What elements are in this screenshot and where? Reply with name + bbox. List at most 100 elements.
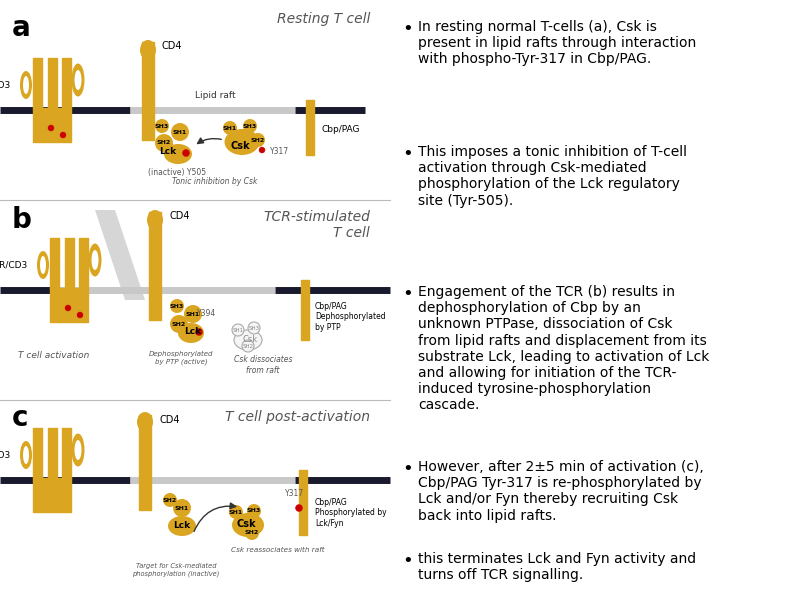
Text: However, after 2±5 min of activation (c),
Cbp/PAG Tyr-317 is re-phosphorylated b: However, after 2±5 min of activation (c)… <box>418 460 704 523</box>
Ellipse shape <box>71 64 85 97</box>
Ellipse shape <box>168 516 196 536</box>
Circle shape <box>242 340 254 352</box>
Ellipse shape <box>71 433 85 467</box>
Ellipse shape <box>164 144 192 164</box>
Circle shape <box>259 147 265 153</box>
Text: T cell post-activation: T cell post-activation <box>225 410 370 424</box>
Text: TCR/CD3: TCR/CD3 <box>0 260 27 269</box>
Circle shape <box>184 305 202 323</box>
Text: SH1: SH1 <box>186 311 200 317</box>
Circle shape <box>65 305 71 311</box>
Text: SH2: SH2 <box>157 140 171 145</box>
Ellipse shape <box>234 330 262 350</box>
Circle shape <box>223 121 237 135</box>
Text: TCR/CD3: TCR/CD3 <box>0 80 10 89</box>
Text: Lck: Lck <box>174 521 190 530</box>
Circle shape <box>163 493 177 507</box>
Text: SH3: SH3 <box>249 325 259 331</box>
Circle shape <box>60 132 66 138</box>
Text: Engagement of the TCR (b) results in
dephosphorylation of Cbp by an
unknown PTPa: Engagement of the TCR (b) results in dep… <box>418 285 710 412</box>
Text: c: c <box>12 404 29 432</box>
Text: SH3: SH3 <box>170 304 184 308</box>
Circle shape <box>48 125 54 131</box>
Ellipse shape <box>23 76 29 94</box>
Text: Cbp/PAG: Cbp/PAG <box>322 125 361 134</box>
Text: Lipid raft: Lipid raft <box>194 91 235 100</box>
Text: T cell activation: T cell activation <box>18 350 90 359</box>
Text: Lck: Lck <box>185 328 202 337</box>
Ellipse shape <box>91 250 98 270</box>
Ellipse shape <box>137 412 153 432</box>
Text: SH3: SH3 <box>155 124 169 128</box>
Ellipse shape <box>23 446 29 464</box>
Circle shape <box>245 526 259 540</box>
Text: Resting T cell: Resting T cell <box>277 12 370 26</box>
Ellipse shape <box>74 70 82 90</box>
Circle shape <box>173 499 191 517</box>
Text: •: • <box>402 285 413 303</box>
Text: Y394: Y394 <box>197 310 216 319</box>
Ellipse shape <box>178 323 204 343</box>
Text: Cbp/PAG
Dephosphorylated
by PTP: Cbp/PAG Dephosphorylated by PTP <box>315 302 386 332</box>
Text: (inactive) Y505: (inactive) Y505 <box>148 167 206 176</box>
Circle shape <box>182 149 190 157</box>
Text: CD4: CD4 <box>162 41 182 51</box>
Text: Lck: Lck <box>159 148 177 157</box>
Polygon shape <box>95 210 145 300</box>
Circle shape <box>251 133 265 147</box>
Text: SH3: SH3 <box>243 124 257 128</box>
Text: TCR/CD3: TCR/CD3 <box>0 451 10 460</box>
Ellipse shape <box>20 71 32 99</box>
Ellipse shape <box>40 256 46 274</box>
Text: •: • <box>402 460 413 478</box>
Text: b: b <box>12 206 32 234</box>
Text: Tonic inhibition by Csk: Tonic inhibition by Csk <box>172 178 258 187</box>
Text: •: • <box>402 20 413 38</box>
Text: SH3: SH3 <box>247 509 261 514</box>
Ellipse shape <box>232 513 264 537</box>
Ellipse shape <box>225 129 259 155</box>
Circle shape <box>170 299 184 313</box>
Text: Csk reassociates with raft: Csk reassociates with raft <box>231 547 325 553</box>
Text: Y317: Y317 <box>270 148 289 157</box>
Ellipse shape <box>147 210 163 230</box>
Text: In resting normal T-cells (a), Csk is
present in lipid rafts through interaction: In resting normal T-cells (a), Csk is pr… <box>418 20 696 67</box>
Circle shape <box>171 123 189 141</box>
Circle shape <box>77 312 83 318</box>
Circle shape <box>155 134 173 152</box>
Circle shape <box>247 504 261 518</box>
Text: Csk: Csk <box>236 519 256 529</box>
Text: SH2: SH2 <box>163 497 177 503</box>
Text: Csk: Csk <box>242 335 258 344</box>
Text: •: • <box>402 145 413 163</box>
Text: SH2: SH2 <box>242 343 254 349</box>
Circle shape <box>229 505 243 519</box>
Text: Dephosphorylated
by PTP (active): Dephosphorylated by PTP (active) <box>149 351 214 365</box>
Text: SH2: SH2 <box>172 322 186 326</box>
Ellipse shape <box>37 251 49 279</box>
Text: TCR-stimulated
T cell: TCR-stimulated T cell <box>263 210 370 240</box>
Text: SH1: SH1 <box>229 509 243 514</box>
Ellipse shape <box>20 441 32 469</box>
Text: Target for Csk-mediated
phosphorylation (inactive): Target for Csk-mediated phosphorylation … <box>132 563 220 577</box>
Circle shape <box>248 322 260 334</box>
Ellipse shape <box>74 440 82 460</box>
Circle shape <box>170 315 188 333</box>
Text: CD4: CD4 <box>169 211 190 221</box>
Text: Csk: Csk <box>230 141 250 151</box>
Text: SH1: SH1 <box>233 328 243 332</box>
Ellipse shape <box>140 40 156 60</box>
Text: This imposes a tonic inhibition of T-cell
activation through Csk-mediated
phosph: This imposes a tonic inhibition of T-cel… <box>418 145 687 208</box>
Text: SH1: SH1 <box>175 505 189 511</box>
Text: SH2: SH2 <box>245 530 259 535</box>
Text: CD4: CD4 <box>159 415 179 425</box>
Text: •: • <box>402 552 413 570</box>
Circle shape <box>195 329 202 335</box>
Circle shape <box>232 324 244 336</box>
Text: SH2: SH2 <box>251 137 265 142</box>
Circle shape <box>155 119 169 133</box>
Circle shape <box>295 505 302 511</box>
Text: Y317: Y317 <box>286 490 305 499</box>
Text: SH1: SH1 <box>223 125 237 130</box>
Text: Cbp/PAG
Phosphorylated by
Lck/Fyn: Cbp/PAG Phosphorylated by Lck/Fyn <box>315 498 386 528</box>
